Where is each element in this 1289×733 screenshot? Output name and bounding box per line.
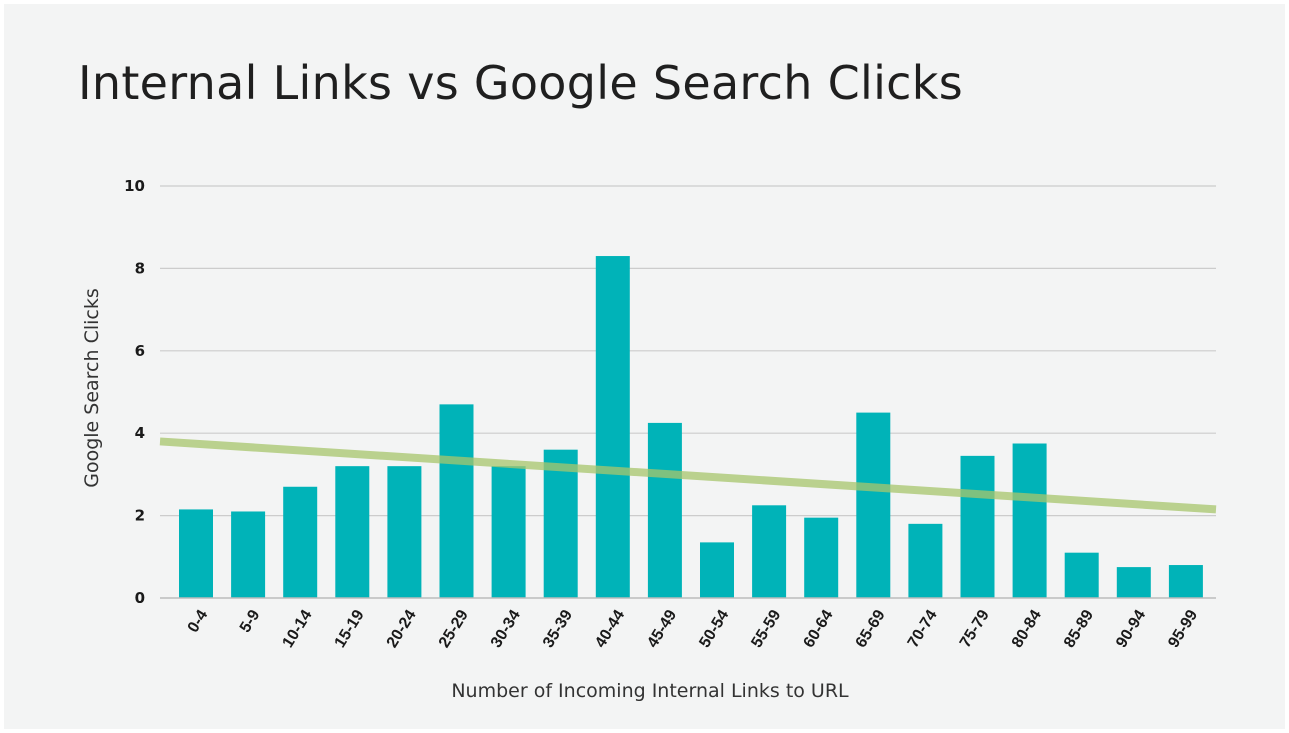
bar-60-64 xyxy=(804,517,839,598)
x-tick-label: 45-49 xyxy=(644,607,680,651)
gridlines xyxy=(160,185,1216,517)
x-tick-label: 90-94 xyxy=(1113,607,1149,651)
x-tick-label: 55-59 xyxy=(748,607,784,651)
x-tick-label: 75-79 xyxy=(957,607,993,651)
x-tick-label: 65-69 xyxy=(853,607,889,651)
bar-40-44 xyxy=(595,256,630,598)
bar-80-84 xyxy=(1012,443,1047,598)
bars xyxy=(179,256,1203,598)
y-axis-ticks: 0 2 4 6 8 10 xyxy=(124,177,145,607)
x-tick-label: 0-4 xyxy=(185,607,212,636)
bar-75-79 xyxy=(960,455,995,598)
bar-70-74 xyxy=(908,523,943,598)
x-tick-label: 60-64 xyxy=(800,607,836,651)
x-tick-label: 85-89 xyxy=(1061,607,1097,651)
bar-10-14 xyxy=(283,486,318,598)
x-tick-label: 80-84 xyxy=(1009,607,1045,651)
bar-85-89 xyxy=(1064,552,1099,598)
bar-95-99 xyxy=(1168,565,1203,598)
x-tick-label: 40-44 xyxy=(592,607,628,651)
x-tick-label: 70-74 xyxy=(905,607,941,651)
bar-50-54 xyxy=(700,542,734,598)
x-tick-label: 50-54 xyxy=(696,607,732,651)
x-tick-label: 95-99 xyxy=(1165,607,1201,651)
x-tick-label: 10-14 xyxy=(279,607,315,651)
y-tick-label: 8 xyxy=(135,259,145,277)
bar-25-29 xyxy=(439,404,474,598)
chart-title: Internal Links vs Google Search Clicks xyxy=(78,56,963,110)
x-axis-label: Number of Incoming Internal Links to URL xyxy=(451,680,849,702)
x-axis-ticks: 0-4 5-9 10-14 15-19 20-24 25-29 30-34 35-39 40-4… xyxy=(185,607,1202,651)
x-tick-label: 25-29 xyxy=(436,607,472,651)
y-tick-label: 0 xyxy=(135,589,145,607)
bar-55-59 xyxy=(752,505,787,598)
bar-15-19 xyxy=(335,466,370,598)
bar-65-69 xyxy=(856,412,891,598)
bar-20-24 xyxy=(387,466,422,598)
y-tick-label: 2 xyxy=(135,507,145,525)
bar-35-39 xyxy=(543,449,578,598)
y-axis-label: Google Search Clicks xyxy=(81,288,103,488)
x-tick-label: 20-24 xyxy=(384,607,420,651)
bar-90-94 xyxy=(1116,567,1151,598)
bar-45-49 xyxy=(647,422,682,598)
x-tick-label: 15-19 xyxy=(332,607,368,651)
bar-0-4 xyxy=(179,509,213,598)
bar-5-9 xyxy=(231,511,266,598)
x-tick-label: 35-39 xyxy=(540,607,576,651)
y-tick-label: 10 xyxy=(124,177,145,195)
chart-card: Internal Links vs Google Search Clicks xyxy=(4,4,1285,729)
y-tick-label: 6 xyxy=(135,342,145,360)
y-tick-label: 4 xyxy=(135,424,145,442)
bar-30-34 xyxy=(491,466,526,598)
x-tick-label: 5-9 xyxy=(237,607,264,636)
x-tick-label: 30-34 xyxy=(488,607,524,651)
trendline xyxy=(159,437,1217,514)
